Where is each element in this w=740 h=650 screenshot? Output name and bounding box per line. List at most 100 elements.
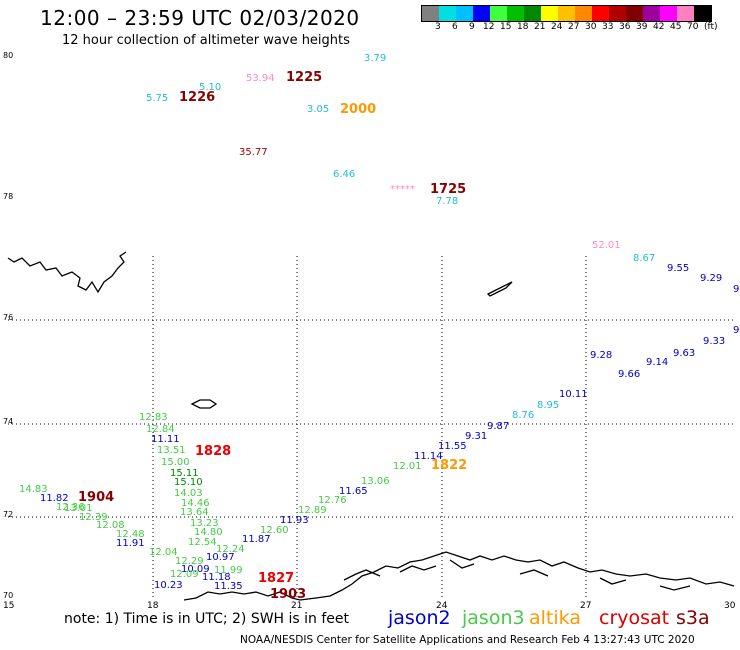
wave-height-label: 12.24 [216,544,245,555]
y-tick-label: 80 [3,51,13,60]
wave-height-label: 11.11 [151,434,180,445]
footer-credit: NOAA/NESDIS Center for Satellite Applica… [240,634,695,646]
color-scale-label: 42 [653,22,665,32]
color-swatch [592,6,609,21]
wave-height-label: 12.08 [96,520,125,531]
color-swatch [643,6,660,21]
pass-time-label: 1725 [430,182,466,197]
wave-height-label: 11.14 [414,451,443,462]
wave-height-label: 15.11 [170,468,199,479]
wave-height-label: 12.36 [56,502,85,513]
color-scale-bar [421,5,712,22]
wave-height-label: 5.10 [199,82,221,93]
wave-height-label: 12.54 [188,537,217,548]
pass-time-label: 1828 [195,444,231,459]
wave-height-label: 8.95 [537,400,559,411]
color-scale-label: 24 [551,22,563,32]
color-swatch [422,6,439,21]
color-swatch [490,6,507,21]
wave-height-label: ***** [390,184,415,195]
color-swatch [575,6,592,21]
wave-height-label: 9.31 [465,431,487,442]
wave-height-label: 13.01 [64,503,93,514]
wave-height-label: 11.65 [339,486,368,497]
norway-fjords [343,559,691,591]
x-tick-label: 24 [436,601,448,611]
color-swatch [626,6,643,21]
pass-time-label: 1904 [78,490,114,505]
wave-height-label: 13.23 [190,518,219,529]
wave-height-label: 11.87 [242,534,271,545]
page-title: 12:00 – 23:59 UTC 02/03/2020 [40,6,360,30]
color-swatch [694,6,711,21]
wave-height-label: 9.14 [646,357,668,368]
color-scale-label: 21 [534,22,546,32]
wave-height-label: 11.91 [116,538,145,549]
wave-height-label: 11.82 [40,493,69,504]
color-scale-label: 9 [469,22,475,32]
wave-height-label: 15.00 [161,457,190,468]
wave-height-label: 9 [733,284,739,295]
color-swatch [558,6,575,21]
color-scale-label: 39 [636,22,648,32]
wave-height-label: 10.11 [559,389,588,400]
wave-height-label: 12.01 [393,461,422,472]
pass-time-label: 2000 [340,102,376,117]
wave-height-label: 10.09 [181,564,210,575]
color-scale-label: 36 [619,22,631,32]
color-swatch [609,6,626,21]
page-subtitle: 12 hour collection of altimeter wave hei… [62,33,350,48]
island-kong-karl [486,281,513,297]
color-scale-label: 33 [602,22,614,32]
wave-height-label: 9.28 [590,350,612,361]
wave-height-label: 12.39 [79,512,108,523]
y-tick-label: 76 [3,313,13,322]
coastline [7,251,735,601]
color-scale-label: 18 [517,22,529,32]
legend-altika: altika [529,607,581,629]
wave-height-label: 12.76 [318,495,347,506]
x-tick-label: 30 [724,601,736,611]
wave-height-label: 9.66 [618,369,640,380]
norway-coast [183,551,735,601]
color-scale-label: 6 [452,22,458,32]
legend-cryosat: cryosat [599,607,670,629]
color-scale-label: (ft) [704,22,718,32]
wave-height-label: 14.80 [194,527,223,538]
y-tick-label: 74 [3,417,13,426]
color-swatch [660,6,677,21]
x-tick-label: 21 [291,601,302,611]
color-scale-label: 70 [687,22,699,32]
y-tick-label: 72 [3,510,13,519]
wave-height-label: 14.46 [181,498,210,509]
pass-time-label: 1827 [258,571,294,586]
color-scale-label: 12 [483,22,495,32]
wave-height-label: 6.46 [333,169,355,180]
x-tick-label: 27 [580,601,591,611]
color-swatch [456,6,473,21]
color-swatch [524,6,541,21]
wave-height-label: 14.83 [19,484,48,495]
color-scale-label: 15 [500,22,512,32]
color-swatch [541,6,558,21]
legend-jason3: jason3 [462,607,525,629]
wave-height-label: 53.94 [246,73,275,84]
color-scale-label: 3 [435,22,441,32]
wave-height-label: 11.99 [214,565,243,576]
wave-height-label: 5.75 [146,93,168,104]
legend-s3a: s3a [676,607,710,629]
color-swatch [473,6,490,21]
wave-height-label: 11.35 [214,581,243,592]
color-swatch [677,6,694,21]
wave-height-label: 12.48 [116,529,145,540]
wave-height-label: 10.23 [154,580,183,591]
wave-height-label: 14.03 [174,488,203,499]
wave-height-label: 12.84 [146,424,175,435]
x-tick-label: 15 [3,601,14,611]
bear-island [190,399,218,409]
y-tick-label: 78 [3,192,13,201]
wave-height-label: 11.93 [280,515,309,526]
x-tick-label: 18 [147,601,159,611]
